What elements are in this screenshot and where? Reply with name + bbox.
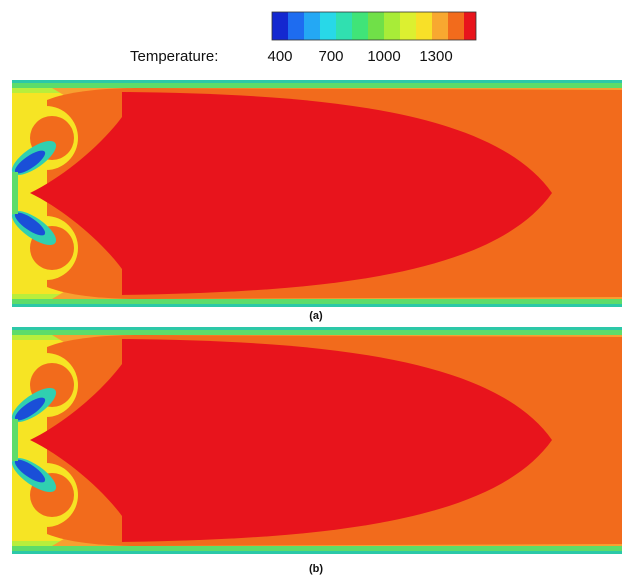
panel-label: (b) xyxy=(309,563,323,575)
colorbar-tick: 1300 xyxy=(419,48,452,65)
colorbar-tick: 1000 xyxy=(367,48,400,65)
colorbar-tick: 700 xyxy=(318,48,343,65)
colorbar-tick: 400 xyxy=(267,48,292,65)
colorbar-label: Temperature: xyxy=(130,48,218,65)
colorbar xyxy=(271,11,477,41)
contour-panel-a xyxy=(6,80,622,307)
contour-panel-b xyxy=(6,327,622,554)
panel-label: (a) xyxy=(309,310,323,322)
